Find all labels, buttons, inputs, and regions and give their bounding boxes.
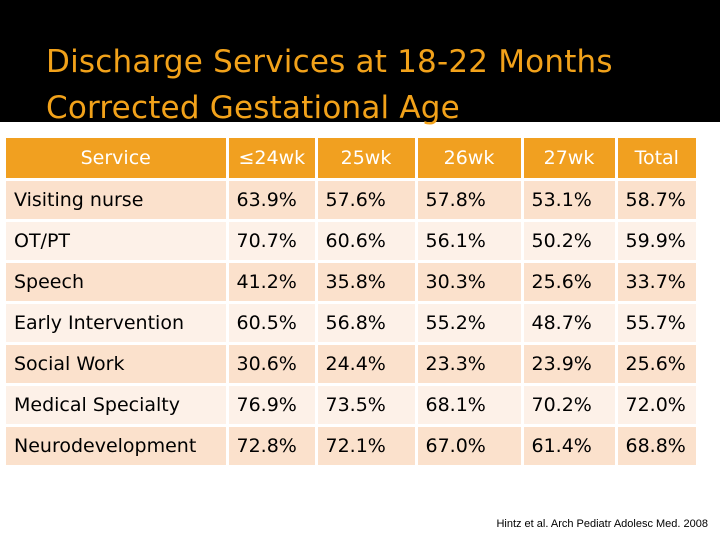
- cell-service: Neurodevelopment: [6, 425, 229, 468]
- table-header-row: Service ≤24wk 25wk 26wk 27wk Total: [6, 138, 696, 181]
- table-row: Medical Specialty 76.9% 73.5% 68.1% 70.2…: [6, 384, 696, 427]
- cell-26wk: 56.1%: [416, 220, 524, 263]
- header-27wk: 27wk: [522, 138, 618, 181]
- header-26wk: 26wk: [416, 138, 524, 181]
- cell-25wk: 35.8%: [316, 261, 418, 304]
- cell-26wk: 68.1%: [416, 384, 524, 427]
- cell-27wk: 61.4%: [522, 425, 618, 468]
- table-row: Social Work 30.6% 24.4% 23.3% 23.9% 25.6…: [6, 343, 696, 386]
- table-row: Neurodevelopment 72.8% 72.1% 67.0% 61.4%…: [6, 425, 696, 468]
- table-row: Early Intervention 60.5% 56.8% 55.2% 48.…: [6, 302, 696, 345]
- cell-le24wk: 72.8%: [227, 425, 318, 468]
- cell-total: 59.9%: [616, 220, 696, 263]
- cell-service: Social Work: [6, 343, 229, 386]
- cell-27wk: 50.2%: [522, 220, 618, 263]
- cell-le24wk: 76.9%: [227, 384, 318, 427]
- cell-26wk: 23.3%: [416, 343, 524, 386]
- cell-le24wk: 60.5%: [227, 302, 318, 345]
- title-band: Discharge Services at 18-22 Months Corre…: [0, 0, 720, 126]
- cell-26wk: 30.3%: [416, 261, 524, 304]
- cell-26wk: 55.2%: [416, 302, 524, 345]
- cell-total: 55.7%: [616, 302, 696, 345]
- cell-27wk: 53.1%: [522, 179, 618, 222]
- discharge-services-table: Service ≤24wk 25wk 26wk 27wk Total Visit…: [6, 138, 696, 468]
- cell-service: Medical Specialty: [6, 384, 229, 427]
- cell-le24wk: 63.9%: [227, 179, 318, 222]
- cell-le24wk: 41.2%: [227, 261, 318, 304]
- citation: Hintz et al. Arch Pediatr Adolesc Med. 2…: [496, 518, 708, 530]
- cell-25wk: 72.1%: [316, 425, 418, 468]
- header-total: Total: [616, 138, 696, 181]
- cell-27wk: 25.6%: [522, 261, 618, 304]
- slide-title: Discharge Services at 18-22 Months Corre…: [46, 39, 706, 131]
- slide-title-line-1: Discharge Services at 18-22 Months: [46, 43, 613, 80]
- cell-25wk: 73.5%: [316, 384, 418, 427]
- cell-27wk: 23.9%: [522, 343, 618, 386]
- header-25wk: 25wk: [316, 138, 418, 181]
- cell-le24wk: 30.6%: [227, 343, 318, 386]
- cell-25wk: 57.6%: [316, 179, 418, 222]
- slide-title-line-2: Corrected Gestational Age: [46, 89, 460, 126]
- cell-total: 58.7%: [616, 179, 696, 222]
- cell-total: 72.0%: [616, 384, 696, 427]
- cell-25wk: 24.4%: [316, 343, 418, 386]
- table-row: Speech 41.2% 35.8% 30.3% 25.6% 33.7%: [6, 261, 696, 304]
- header-service: Service: [6, 138, 229, 181]
- cell-service: OT/PT: [6, 220, 229, 263]
- header-le24wk: ≤24wk: [227, 138, 318, 181]
- cell-service: Visiting nurse: [6, 179, 229, 222]
- cell-total: 33.7%: [616, 261, 696, 304]
- table-row: Visiting nurse 63.9% 57.6% 57.8% 53.1% 5…: [6, 179, 696, 222]
- cell-service: Speech: [6, 261, 229, 304]
- cell-service: Early Intervention: [6, 302, 229, 345]
- cell-27wk: 48.7%: [522, 302, 618, 345]
- cell-25wk: 60.6%: [316, 220, 418, 263]
- cell-25wk: 56.8%: [316, 302, 418, 345]
- cell-27wk: 70.2%: [522, 384, 618, 427]
- cell-26wk: 57.8%: [416, 179, 524, 222]
- cell-26wk: 67.0%: [416, 425, 524, 468]
- cell-total: 25.6%: [616, 343, 696, 386]
- table-row: OT/PT 70.7% 60.6% 56.1% 50.2% 59.9%: [6, 220, 696, 263]
- cell-total: 68.8%: [616, 425, 696, 468]
- cell-le24wk: 70.7%: [227, 220, 318, 263]
